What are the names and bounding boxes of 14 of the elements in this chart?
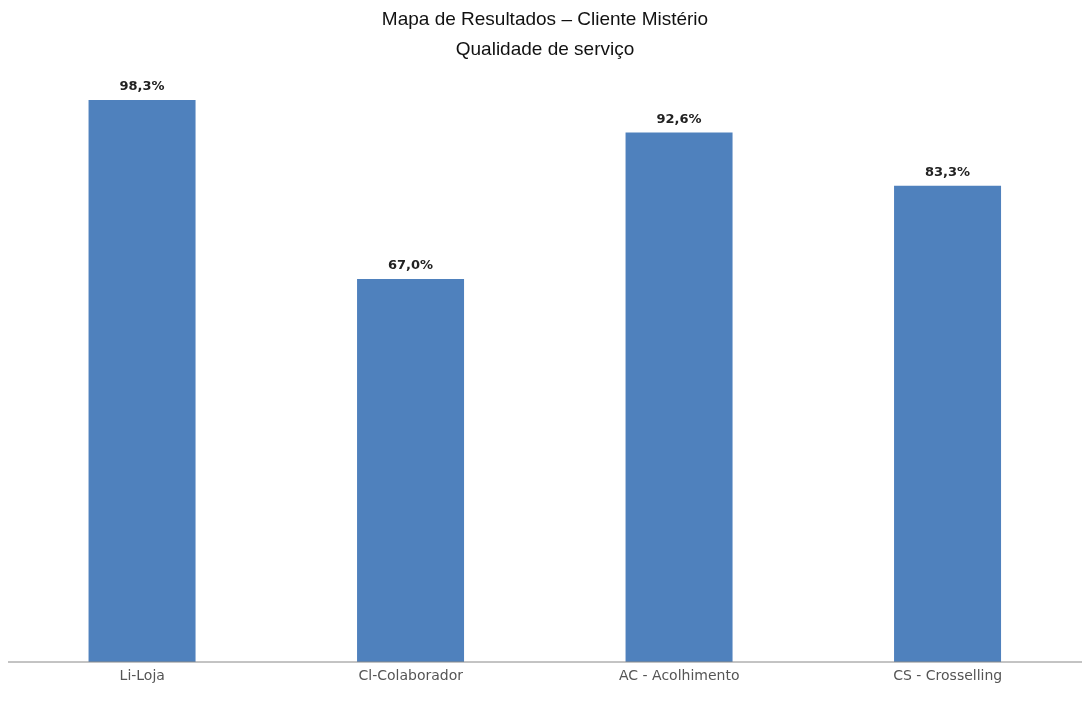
data-label: 92,6% <box>656 110 702 126</box>
data-label: 98,3% <box>119 78 165 93</box>
chart-title: Mapa de Resultados – Cliente Mistério <box>380 8 710 30</box>
data-label: 83,3% <box>925 163 971 179</box>
x-tick-label: CS - Crosselling <box>893 666 1003 683</box>
x-tick-label: Cl-Colaborador <box>358 666 464 683</box>
x-tick-label: AC - Acolhimento <box>619 666 740 683</box>
bar <box>88 100 196 662</box>
chart-subtitle: Qualidade de serviço <box>454 38 636 60</box>
bar <box>894 185 1002 662</box>
x-tick-label: Li-Loja <box>119 666 165 683</box>
bar <box>357 278 465 662</box>
bar <box>625 132 733 662</box>
data-label: 67,0% <box>388 256 434 272</box>
